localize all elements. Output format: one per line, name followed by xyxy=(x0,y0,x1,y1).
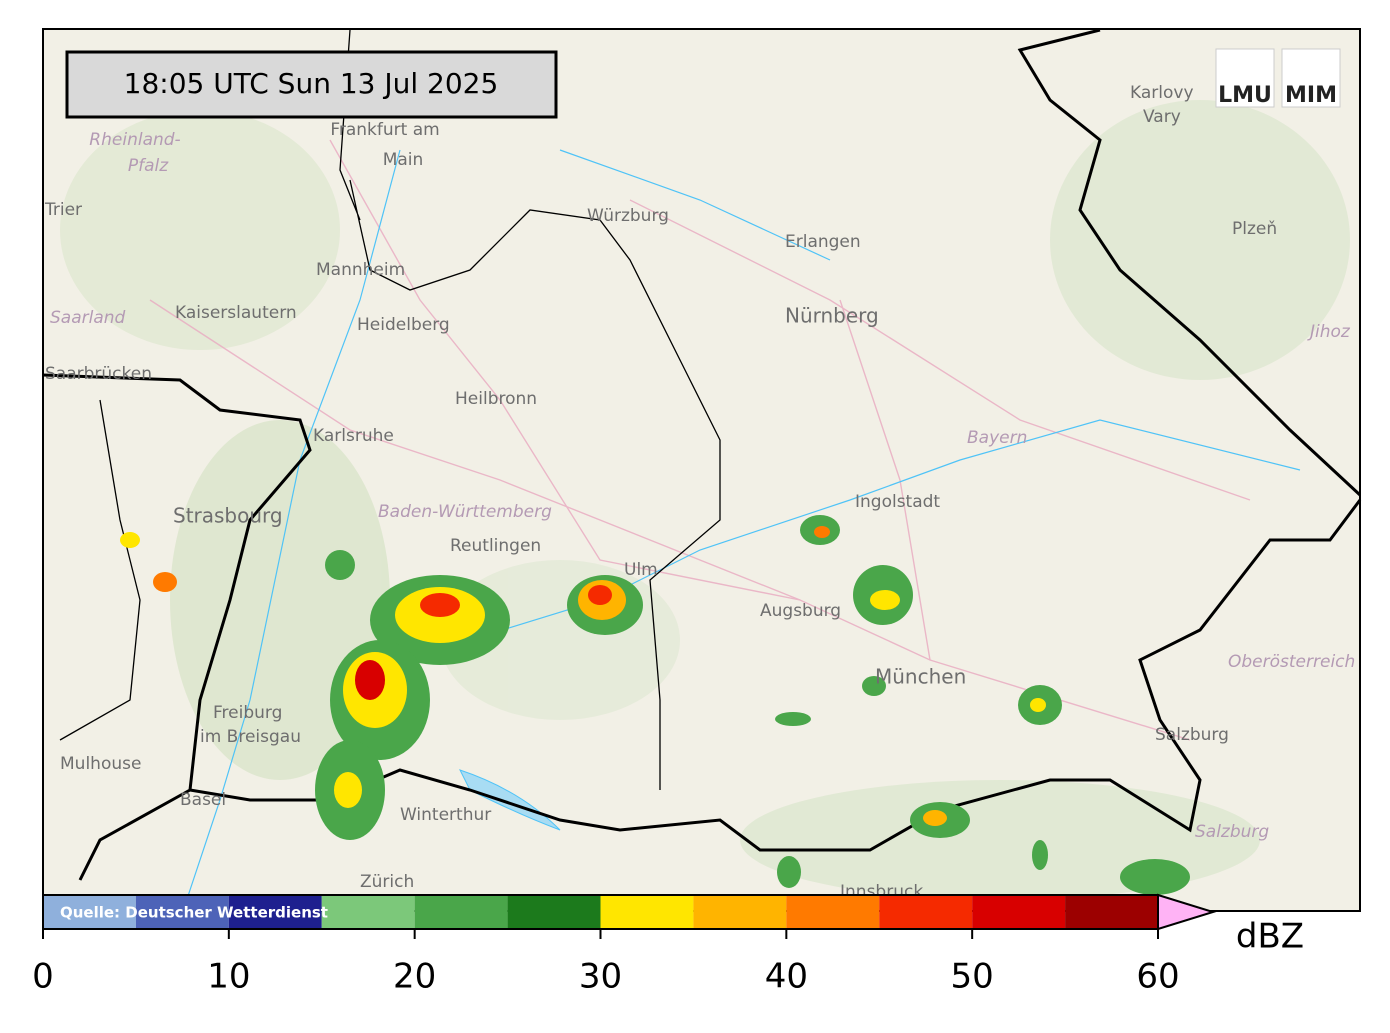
colorbar-segment xyxy=(43,895,136,929)
colorbar-segment xyxy=(321,895,415,929)
place-label: Strasbourg xyxy=(173,504,283,528)
place-label: Kaiserslautern xyxy=(175,303,297,323)
place-label: Pfalz xyxy=(128,156,169,176)
lake xyxy=(459,769,561,831)
place-label: Heilbronn xyxy=(455,389,537,409)
colorbar-segment xyxy=(135,895,229,929)
logo-box xyxy=(1281,48,1341,108)
echo-cell xyxy=(777,856,801,888)
colorbar-tick-label: 20 xyxy=(393,957,436,997)
logo-box xyxy=(1215,48,1275,108)
colorbar-tick-label: 30 xyxy=(579,957,622,997)
echo-cell xyxy=(370,575,510,665)
logo-text: MIM xyxy=(1285,83,1337,108)
place-labels: Frankfurt am Main Rheinland- Pfalz Trier… xyxy=(44,83,1355,902)
colorbar-segment xyxy=(414,895,508,929)
place-label: Ingolstadt xyxy=(855,492,940,512)
echo-cell xyxy=(1032,840,1048,870)
place-label: Jihoz xyxy=(1307,322,1351,342)
place-label: Mulhouse xyxy=(60,754,141,774)
echo-cell xyxy=(1018,685,1062,725)
place-label: Augsburg xyxy=(760,601,841,621)
logo-text: LMU xyxy=(1218,83,1272,108)
colorbar-tick-label: 40 xyxy=(765,957,808,997)
place-label: Rheinland- xyxy=(89,130,180,150)
place-label: Reutlingen xyxy=(450,536,541,556)
colorbar-segment xyxy=(972,895,1066,929)
place-label: München xyxy=(875,665,966,689)
echo-cell xyxy=(330,640,430,760)
colorbar-segment xyxy=(786,895,880,929)
place-label: Baden-Württemberg xyxy=(378,502,552,522)
timestamp-box xyxy=(65,50,558,119)
echo-cell xyxy=(153,572,177,592)
timestamp: 18:05 UTC Sun 13 Jul 2025 xyxy=(124,67,499,100)
colorbar-tick-label: 50 xyxy=(951,957,994,997)
colorbar-segment xyxy=(1065,895,1158,929)
colorbar-unit: dBZ xyxy=(1236,917,1304,957)
radar-echoes xyxy=(120,515,1190,895)
colorbar-segment xyxy=(879,895,973,929)
echo-cell xyxy=(567,575,643,635)
echo-cell xyxy=(315,740,385,840)
echo-cell xyxy=(910,802,970,838)
place-label: Salzburg xyxy=(1155,725,1229,745)
place-label: Heidelberg xyxy=(357,315,450,335)
echo-cell xyxy=(325,550,355,580)
colorbar-tick-label: 60 xyxy=(1136,957,1179,997)
place-label: Nürnberg xyxy=(785,304,879,328)
source-label: Quelle: Deutscher Wetterdienst xyxy=(60,904,328,922)
place-label: Oberösterreich xyxy=(1228,652,1355,672)
place-label: Salzburg xyxy=(1195,822,1269,842)
place-label: Basel xyxy=(180,790,226,810)
echo-cell xyxy=(862,676,886,696)
place-label: Saarland xyxy=(50,308,126,328)
place-label: Karlovy xyxy=(1130,83,1194,103)
place-label: Mannheim xyxy=(316,260,405,280)
echo-cell xyxy=(800,515,840,545)
place-label: Freiburg xyxy=(213,703,282,723)
colorbar-tick-label: 0 xyxy=(32,957,54,997)
roads xyxy=(149,139,1251,741)
place-label: Frankfurt am xyxy=(330,120,439,140)
colorbar-segment xyxy=(693,895,787,929)
place-label: im Breisgau xyxy=(200,727,301,747)
place-label: Trier xyxy=(44,200,82,220)
echo-cell xyxy=(120,532,140,548)
place-label: Vary xyxy=(1143,107,1181,127)
place-label: Winterthur xyxy=(400,805,491,825)
place-label: Plzeň xyxy=(1232,219,1277,239)
place-label: Erlangen xyxy=(785,232,861,252)
colorbar: 0 10 20 30 40 50 60 xyxy=(32,893,1217,997)
echo-cell xyxy=(853,565,913,625)
colorbar-segment xyxy=(507,895,601,929)
colorbar-segment xyxy=(228,895,322,929)
place-label: Saarbrücken xyxy=(45,364,152,384)
echo-cell xyxy=(1120,859,1190,895)
place-label: Main xyxy=(383,150,424,170)
place-label: Bayern xyxy=(967,428,1027,448)
place-label: Würzburg xyxy=(587,206,669,226)
place-label: Zürich xyxy=(360,872,414,892)
place-label: Karlsruhe xyxy=(313,426,394,446)
place-label: Ulm xyxy=(624,560,658,580)
colorbar-segment xyxy=(600,895,694,929)
echo-cell xyxy=(775,712,811,726)
colorbar-tick-label: 10 xyxy=(207,957,250,997)
